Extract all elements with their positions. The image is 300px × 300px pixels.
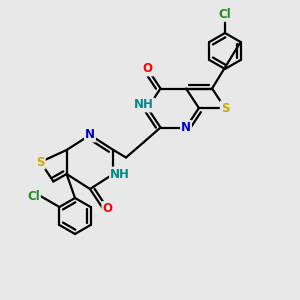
Text: NH: NH [134, 98, 154, 112]
Text: Cl: Cl [27, 190, 40, 203]
Text: Cl: Cl [219, 8, 231, 21]
Text: NH: NH [110, 167, 130, 181]
Text: O: O [102, 202, 112, 215]
Text: S: S [221, 101, 229, 115]
Text: S: S [36, 155, 45, 169]
Text: O: O [142, 62, 153, 76]
Text: N: N [181, 121, 191, 134]
Text: N: N [85, 128, 95, 142]
